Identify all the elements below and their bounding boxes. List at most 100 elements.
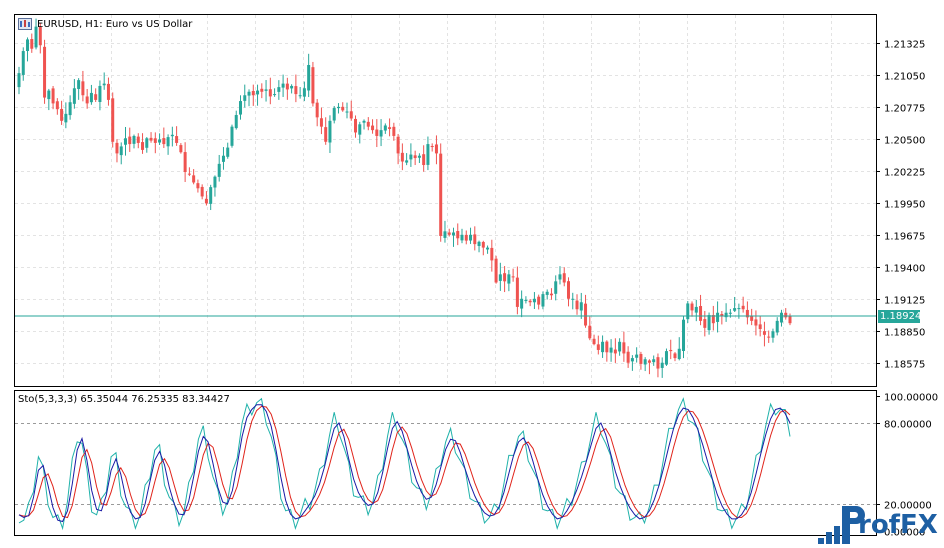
candle-body: [720, 313, 724, 317]
candle-body: [486, 247, 490, 250]
candle-body: [128, 136, 132, 145]
candle-body: [507, 274, 511, 284]
candle-body: [703, 319, 707, 328]
candle-body: [379, 130, 383, 137]
price-tick-label: 1.20500: [884, 136, 925, 147]
stoch-panel-border: [14, 390, 877, 536]
candle-body: [145, 138, 149, 148]
candle-body: [324, 127, 328, 142]
candle-body: [256, 90, 260, 95]
candle-body: [609, 347, 613, 353]
candle-body: [426, 144, 430, 165]
candle-body: [439, 153, 443, 236]
candle-body: [579, 302, 583, 311]
candle-body: [371, 125, 375, 131]
candle-body: [85, 96, 89, 104]
candle-body: [656, 357, 660, 369]
price-tick-label: 1.19400: [884, 264, 925, 275]
candle-body: [260, 88, 264, 92]
candle-body: [464, 234, 468, 241]
candle-body: [741, 305, 745, 310]
candle-body: [72, 88, 76, 104]
candle-body: [779, 312, 783, 323]
candle-body: [447, 232, 451, 235]
candle-body: [490, 247, 494, 261]
candle-body: [592, 338, 596, 345]
candle-body: [515, 277, 519, 307]
candle-body: [711, 315, 715, 324]
candle-body: [60, 108, 64, 121]
candle-body: [635, 354, 639, 358]
candle-body: [290, 85, 294, 89]
candle-body: [264, 89, 268, 91]
stoch-axis: 100.00000 80.00000 20.00000 0.00000: [876, 393, 938, 539]
candle-body: [456, 231, 460, 239]
candle-body: [694, 306, 698, 313]
price-axis: 1.21325 1.21050 1.20775 1.20500 1.20225 1.199…: [876, 40, 925, 371]
candle-body: [541, 294, 545, 307]
stoch-main-line: [18, 404, 791, 523]
candle-body: [562, 273, 566, 283]
candle-body: [460, 234, 464, 241]
candle-body: [601, 341, 605, 353]
candle-body: [469, 234, 473, 241]
candle-body: [430, 146, 434, 148]
price-grid: [15, 15, 876, 386]
candle-body: [311, 67, 315, 104]
candle-body: [383, 125, 387, 131]
candle-body: [728, 312, 732, 314]
candle-body: [481, 241, 485, 248]
candle-body: [699, 306, 703, 321]
candle-body: [366, 121, 370, 127]
candle-body: [537, 296, 541, 305]
candle-body: [669, 349, 673, 352]
candle-body: [498, 274, 502, 281]
price-tick-label: 1.20775: [884, 104, 925, 115]
candle-body: [524, 299, 528, 302]
candle-body: [200, 186, 204, 197]
candle-body: [349, 111, 353, 119]
candle-body: [532, 298, 536, 303]
candle-body: [43, 46, 47, 98]
candle-body: [413, 155, 417, 159]
candle-body: [294, 86, 298, 95]
candle-body: [226, 147, 230, 157]
candle-body: [545, 291, 549, 295]
candle-body: [136, 136, 140, 143]
stochastic-title: Sto(5,3,3,3) 65.35044 76.25335 83.34427: [18, 394, 230, 405]
candle-body: [38, 26, 42, 46]
candle-body: [34, 26, 38, 48]
candle-body: [771, 331, 775, 338]
candle-body: [175, 136, 179, 143]
candle-body: [549, 293, 553, 296]
candle-body: [767, 336, 771, 338]
candle-body: [81, 81, 85, 96]
candle-body: [196, 183, 200, 189]
candle-body: [451, 232, 455, 236]
candle-body: [737, 308, 741, 310]
candle-body: [268, 89, 272, 97]
candle-body: [341, 106, 345, 111]
candle-body: [234, 115, 238, 129]
candle-body: [422, 154, 426, 166]
candle-body: [575, 300, 579, 310]
chart-window-icon[interactable]: [18, 18, 32, 30]
candle-body: [132, 135, 136, 144]
candle-body: [758, 324, 762, 330]
candle-body: [277, 87, 281, 92]
candle-body: [434, 144, 438, 154]
candle-body: [102, 83, 106, 86]
stoch-tick-label: 100.00000: [884, 393, 938, 404]
candle-body: [630, 358, 634, 362]
candle-body: [511, 276, 515, 278]
candle-body: [682, 319, 686, 352]
stoch-tick-label: 20.00000: [884, 501, 932, 512]
watermark-text: rofFX: [858, 510, 938, 540]
candle-body: [239, 101, 243, 115]
candle-body: [26, 39, 30, 52]
candle-body: [243, 95, 247, 101]
candle-body: [596, 344, 600, 350]
stoch-tick-label: 0.00000: [884, 528, 925, 539]
candle-body: [332, 108, 336, 121]
